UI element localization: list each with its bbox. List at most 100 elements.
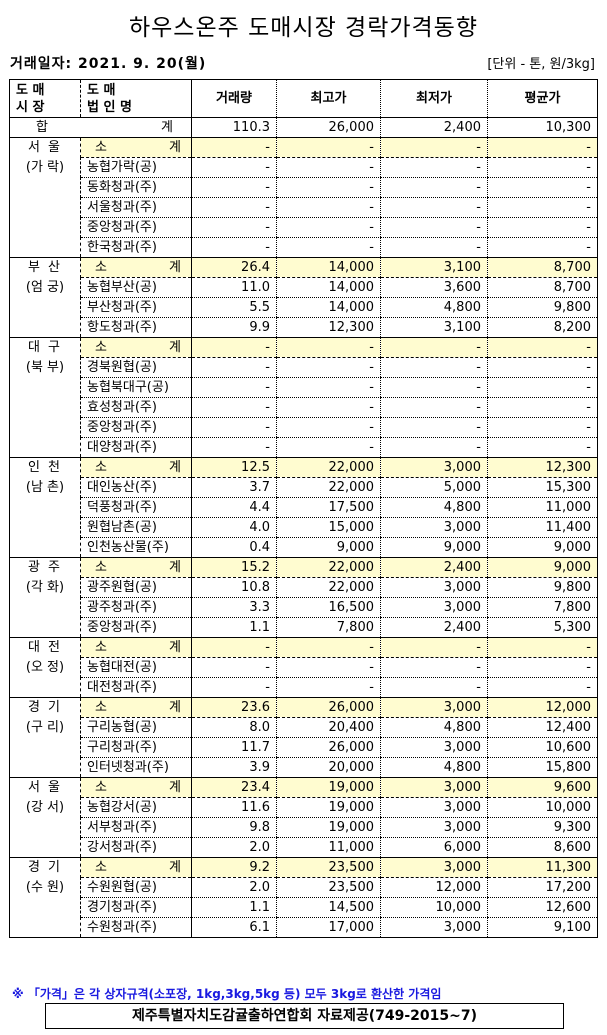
cell-min: 3,600	[380, 277, 488, 298]
cell-avg: 10,000	[487, 797, 598, 818]
corp-name: 경북원협(공)	[80, 357, 192, 378]
cell-min: 3,100	[380, 317, 488, 338]
market-location: (각 화)	[25, 580, 65, 595]
cell-max: -	[276, 177, 381, 198]
subtotal-volume: 26.4	[191, 257, 277, 278]
cell-volume: 8.0	[191, 717, 277, 738]
cell-min: 6,000	[380, 837, 488, 858]
cell-volume: 5.5	[191, 297, 277, 318]
market-location: (오 정)	[25, 660, 65, 675]
corp-name: 대전청과(주)	[80, 677, 192, 698]
corp-name: 서울청과(주)	[80, 197, 192, 218]
corp-name: 농협강서(공)	[80, 797, 192, 818]
subtotal-avg: 11,300	[487, 857, 598, 878]
data-source: 제주특별자치도감귤출하연합회 자료제공(749-2015~7)	[45, 1003, 564, 1029]
market-cell: 서 울 (가 락)	[9, 137, 81, 258]
table-row: 경북원협(공) - - - -	[10, 357, 598, 378]
header-volume: 거래량	[191, 79, 277, 118]
market-name: 서 울	[27, 140, 63, 155]
table-row: 대전청과(주) - - - -	[10, 677, 598, 698]
subtotal-max: -	[276, 137, 381, 158]
cell-volume: 4.4	[191, 497, 277, 518]
subtotal-volume: 15.2	[191, 557, 277, 578]
corp-name: 대양청과(주)	[80, 437, 192, 458]
subtotal-volume: -	[191, 337, 277, 358]
cell-max: -	[276, 677, 381, 698]
table-row: 서부청과(주) 9.8 19,000 3,000 9,300	[10, 817, 598, 838]
market-cell: 경 기 (구 리)	[9, 697, 81, 778]
cell-avg: 9,300	[487, 817, 598, 838]
corp-name: 덕풍청과(주)	[80, 497, 192, 518]
cell-min: -	[380, 357, 488, 378]
subtotal-min: 2,400	[380, 557, 488, 578]
cell-max: 7,800	[276, 617, 381, 638]
cell-avg: -	[487, 657, 598, 678]
page-title: 하우스온주 도매시장 경락가격동향	[128, 15, 479, 41]
cell-min: 9,000	[380, 537, 488, 558]
table-row: 농협강서(공) 11.6 19,000 3,000 10,000	[10, 797, 598, 818]
total-max: 26,000	[276, 117, 381, 138]
cell-avg: 11,400	[487, 517, 598, 538]
header-min: 최저가	[380, 79, 488, 118]
cell-avg: 12,400	[487, 717, 598, 738]
cell-min: 4,800	[380, 717, 488, 738]
cell-min: -	[380, 437, 488, 458]
cell-volume: -	[191, 677, 277, 698]
cell-avg: 9,000	[487, 537, 598, 558]
cell-max: 14,500	[276, 897, 381, 918]
cell-min: -	[380, 197, 488, 218]
cell-avg: 8,700	[487, 277, 598, 298]
cell-volume: 3.7	[191, 477, 277, 498]
cell-volume: -	[191, 217, 277, 238]
cell-max: 20,400	[276, 717, 381, 738]
cell-min: 3,000	[380, 597, 488, 618]
subtotal-avg: -	[487, 137, 598, 158]
cell-min: 3,000	[380, 577, 488, 598]
cell-volume: 2.0	[191, 877, 277, 898]
cell-avg: 12,600	[487, 897, 598, 918]
table-row: 중앙청과(주) - - - -	[10, 417, 598, 438]
cell-avg: -	[487, 157, 598, 178]
table-row: 농협대전(공) - - - -	[10, 657, 598, 678]
cell-volume: 3.9	[191, 757, 277, 778]
corp-name: 부산청과(주)	[80, 297, 192, 318]
cell-min: 4,800	[380, 297, 488, 318]
cell-max: -	[276, 417, 381, 438]
corp-name: 동화청과(주)	[80, 177, 192, 198]
subtotal-min: 3,000	[380, 857, 488, 878]
cell-max: 26,000	[276, 737, 381, 758]
table-row: 중앙청과(주) 1.1 7,800 2,400 5,300	[10, 617, 598, 638]
cell-max: 14,000	[276, 297, 381, 318]
subtotal-row: 인 천 (남 촌) 소 계 12.5 22,000 3,000 12,300	[9, 457, 598, 558]
market-cell: 인 천 (남 촌)	[9, 457, 81, 558]
table-row: 인터넷청과(주) 3.9 20,000 4,800 15,800	[10, 757, 598, 778]
cell-max: -	[276, 237, 381, 258]
cell-max: -	[276, 357, 381, 378]
corp-name: 강서청과(주)	[80, 837, 192, 858]
cell-min: -	[380, 397, 488, 418]
cell-volume: -	[191, 177, 277, 198]
table-row: 서울청과(주) - - - -	[10, 197, 598, 218]
table-row: 수원원협(공) 2.0 23,500 12,000 17,200	[10, 877, 598, 898]
corp-name: 인터넷청과(주)	[80, 757, 192, 778]
cell-max: -	[276, 397, 381, 418]
market-name: 서 울	[27, 780, 63, 795]
corp-name: 중앙청과(주)	[80, 417, 192, 438]
cell-min: -	[380, 677, 488, 698]
cell-avg: -	[487, 357, 598, 378]
market-name: 대 구	[27, 340, 63, 355]
market-name: 대 전	[27, 640, 63, 655]
cell-max: 20,000	[276, 757, 381, 778]
cell-volume: 9.8	[191, 817, 277, 838]
market-cell: 대 구 (북 부)	[9, 337, 81, 458]
cell-max: 17,500	[276, 497, 381, 518]
subtotal-min: 3,000	[380, 697, 488, 718]
table-row: 중앙청과(주) - - - -	[10, 217, 598, 238]
cell-volume: 11.7	[191, 737, 277, 758]
cell-avg: -	[487, 677, 598, 698]
